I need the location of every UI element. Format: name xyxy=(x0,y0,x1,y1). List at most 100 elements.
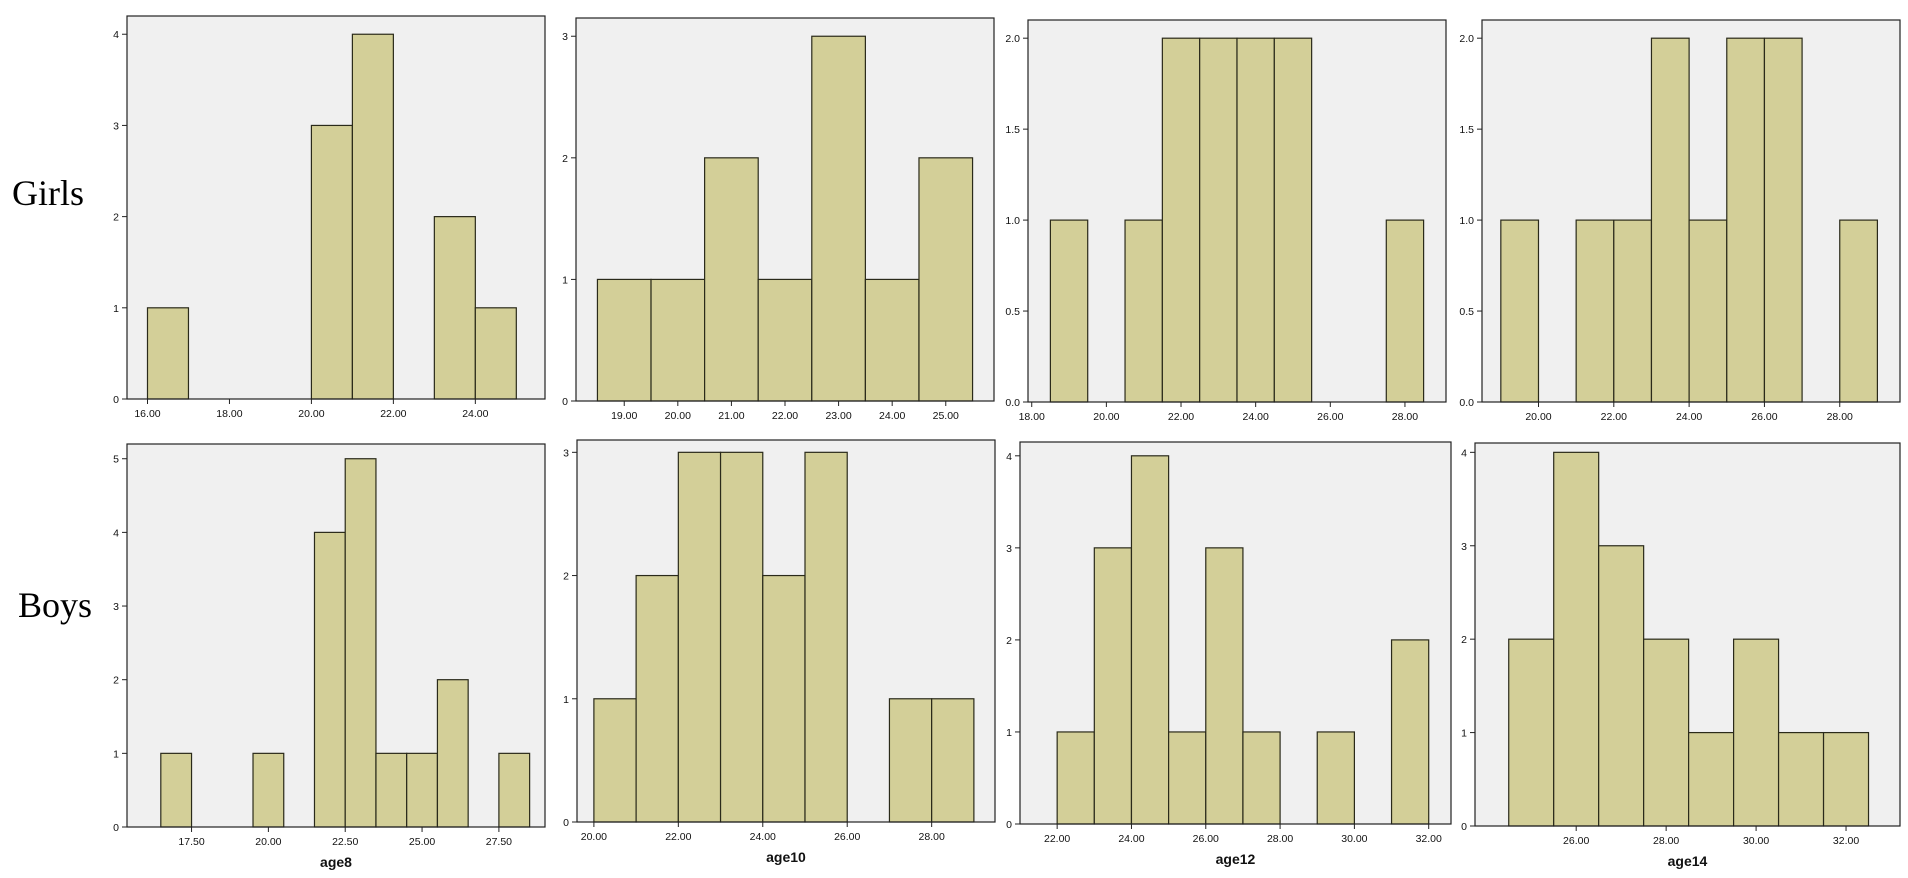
x-tick-label: 20.00 xyxy=(255,836,281,848)
y-tick-label: 5 xyxy=(113,454,119,466)
x-tick-label: 22.00 xyxy=(1044,833,1070,845)
y-tick-label: 1 xyxy=(1006,727,1012,739)
x-axis-label: age10 xyxy=(766,849,806,865)
histogram-bar xyxy=(596,278,652,402)
y-tick-label: 0 xyxy=(563,817,569,829)
histogram-bar xyxy=(498,752,531,828)
boys-age12-histogram: 0 1 2 3 4 22.00 24.00 26.00 28.00 30.00 32.00 age12 xyxy=(1006,441,1452,867)
x-tick-label: 28.00 xyxy=(1653,835,1679,847)
girls-age14-histogram: 0.0 0.5 1.0 1.5 2.0 20.00 22.00 24.00 26.00 28.00 xyxy=(1459,19,1901,423)
x-tick-label: 26.00 xyxy=(834,831,860,843)
histogram-bar xyxy=(804,451,848,823)
plot-frame xyxy=(1474,442,1901,827)
histogram-bar xyxy=(888,698,933,823)
histogram-bar xyxy=(1508,638,1555,827)
y-tick-label: 3 xyxy=(1006,543,1012,555)
histogram-bar xyxy=(406,752,439,828)
histogram-bar xyxy=(635,574,679,823)
histogram-bar xyxy=(313,531,346,828)
histogram-bar xyxy=(677,451,722,823)
x-tick-label: 30.00 xyxy=(1341,833,1367,845)
y-tick-label: 3 xyxy=(563,447,569,459)
x-tick-label: 28.00 xyxy=(1827,411,1853,423)
x-tick-label: 30.00 xyxy=(1743,835,1769,847)
histogram-bar xyxy=(1500,219,1540,403)
y-tick-label: 1.5 xyxy=(1005,124,1020,136)
y-tick-label: 0.0 xyxy=(1005,397,1020,409)
x-tick-label: 20.00 xyxy=(1093,411,1119,423)
y-tick-label: 0 xyxy=(113,822,119,834)
y-tick-label: 1.0 xyxy=(1005,215,1020,227)
x-tick-label: 25.00 xyxy=(933,410,959,422)
girls-age8-histogram: 0 1 2 3 4 16.00 18.00 20.00 22.00 24.00 xyxy=(113,15,546,420)
histogram-bar xyxy=(436,679,469,828)
histogram-bar xyxy=(1613,219,1653,403)
histogram-bar xyxy=(1777,731,1825,827)
histogram-bar xyxy=(252,752,285,828)
y-tick-label: 0.0 xyxy=(1459,397,1474,409)
histogram-bar xyxy=(1390,639,1430,825)
histogram-bar xyxy=(1316,731,1355,825)
x-tick-label: 24.00 xyxy=(1118,833,1144,845)
histogram-bar xyxy=(1242,731,1281,825)
y-tick-label: 4 xyxy=(1006,451,1012,463)
y-tick-label: 0 xyxy=(113,394,119,406)
x-tick-label: 20.00 xyxy=(298,408,324,420)
histogram-bar xyxy=(650,278,706,402)
y-tick-label: 2 xyxy=(1461,634,1467,646)
histogram-bar xyxy=(1385,219,1425,403)
plot-frame xyxy=(1019,441,1452,825)
x-tick-label: 26.00 xyxy=(1563,835,1589,847)
x-tick-label: 25.00 xyxy=(409,836,435,848)
y-tick-label: 1 xyxy=(562,274,568,286)
histogram-bar xyxy=(1822,731,1870,827)
histogram-bar xyxy=(931,698,975,823)
histogram-bar xyxy=(704,157,759,402)
histogram-bar xyxy=(1168,731,1207,825)
histogram-bar xyxy=(351,33,394,400)
y-tick-label: 2.0 xyxy=(1005,33,1020,45)
histogram-bar xyxy=(757,278,813,402)
y-tick-label: 3 xyxy=(562,31,568,43)
y-tick-label: 2 xyxy=(562,153,568,165)
row-label-boys: Boys xyxy=(18,585,93,625)
histogram-bar xyxy=(1688,219,1728,403)
row-label-girls: Girls xyxy=(12,173,84,213)
x-tick-label: 23.00 xyxy=(825,410,851,422)
histogram-bar xyxy=(1130,455,1170,825)
x-tick-label: 28.00 xyxy=(1392,411,1418,423)
histogram-bar xyxy=(1273,37,1313,403)
y-tick-label: 3 xyxy=(1461,541,1467,553)
x-tick-label: 32.00 xyxy=(1833,835,1859,847)
histogram-bar xyxy=(146,307,190,400)
histogram-bar xyxy=(1650,37,1690,403)
histogram-bar xyxy=(593,698,637,823)
x-axis-label: age12 xyxy=(1216,851,1256,867)
x-tick-label: 18.00 xyxy=(1019,411,1045,423)
histogram-bar xyxy=(1763,37,1803,403)
histogram-bar xyxy=(1688,731,1735,827)
girls-age10-histogram: 0 1 2 3 19.00 20.00 21.00 22.00 23.00 24.00 25.00 xyxy=(562,17,995,422)
y-tick-label: 2 xyxy=(1006,635,1012,647)
x-tick-label: 27.50 xyxy=(486,836,512,848)
boys-age10-histogram: 0 1 2 3 20.00 22.00 24.00 26.00 28.00 age10 xyxy=(563,439,996,865)
y-tick-label: 4 xyxy=(1461,447,1467,459)
histogram-bar xyxy=(1598,545,1645,827)
histogram-bar xyxy=(1093,547,1133,825)
histogram-bar xyxy=(918,157,974,402)
y-tick-label: 0 xyxy=(1461,821,1467,833)
girls-age12-histogram: 0.0 0.5 1.0 1.5 2.0 18.00 20.00 22.00 24.00 26.00… xyxy=(1005,19,1447,423)
x-tick-label: 17.50 xyxy=(178,836,204,848)
histogram-bar xyxy=(310,124,353,400)
boys-age14-histogram: 0 1 2 3 4 26.00 28.00 30.00 32.00 age14 xyxy=(1461,442,1901,869)
histogram-bar xyxy=(1575,219,1615,403)
y-tick-label: 1 xyxy=(113,303,119,315)
histogram-bar xyxy=(1732,638,1780,827)
histogram-bar xyxy=(1205,547,1244,825)
plot-frame xyxy=(126,15,546,400)
plot-frame xyxy=(126,443,546,828)
x-axis-label: age8 xyxy=(320,854,352,870)
histogram-bar xyxy=(1161,37,1201,403)
histogram-bar xyxy=(1553,451,1600,827)
